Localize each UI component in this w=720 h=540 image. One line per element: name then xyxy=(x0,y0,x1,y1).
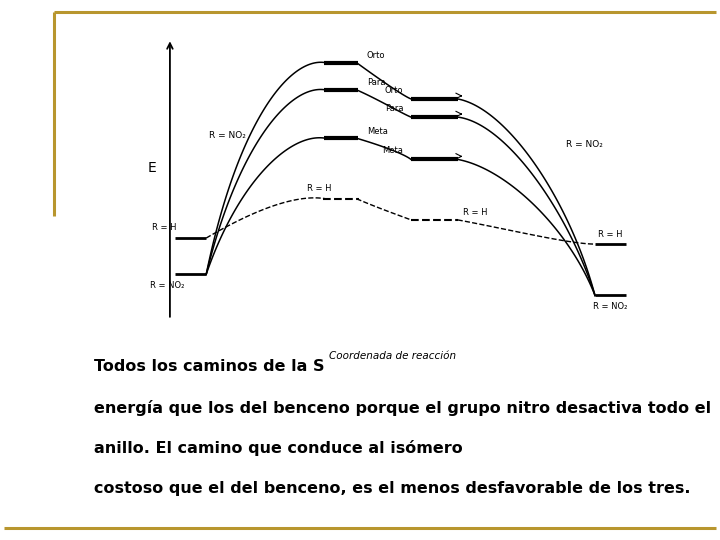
Text: Coordenada de reacción: Coordenada de reacción xyxy=(329,351,456,361)
Text: Orto: Orto xyxy=(367,51,385,60)
Text: R = H: R = H xyxy=(463,208,487,218)
Text: costoso que el del benceno, es el menos desfavorable de los tres.: costoso que el del benceno, es el menos … xyxy=(94,481,690,496)
Text: Orto: Orto xyxy=(384,86,403,95)
Text: Meta: Meta xyxy=(367,127,388,136)
Text: R = NO₂: R = NO₂ xyxy=(209,131,246,140)
Text: Para: Para xyxy=(367,78,385,87)
Text: Meta: Meta xyxy=(382,146,403,156)
Text: R = NO₂: R = NO₂ xyxy=(593,302,628,311)
Text: Para: Para xyxy=(384,104,403,113)
Text: energía que los del benceno porque el grupo nitro desactiva todo el: energía que los del benceno porque el gr… xyxy=(94,400,711,416)
Text: R = H: R = H xyxy=(153,224,177,233)
Text: R = NO₂: R = NO₂ xyxy=(566,140,603,150)
Text: R = H: R = H xyxy=(307,184,332,193)
Text: anillo. El camino que conduce al isómero: anillo. El camino que conduce al isómero xyxy=(94,440,468,456)
Text: Todos los caminos de la S: Todos los caminos de la S xyxy=(94,359,324,374)
Text: R = H: R = H xyxy=(598,230,623,239)
Text: R = NO₂: R = NO₂ xyxy=(150,281,184,290)
Text: E: E xyxy=(148,161,156,176)
